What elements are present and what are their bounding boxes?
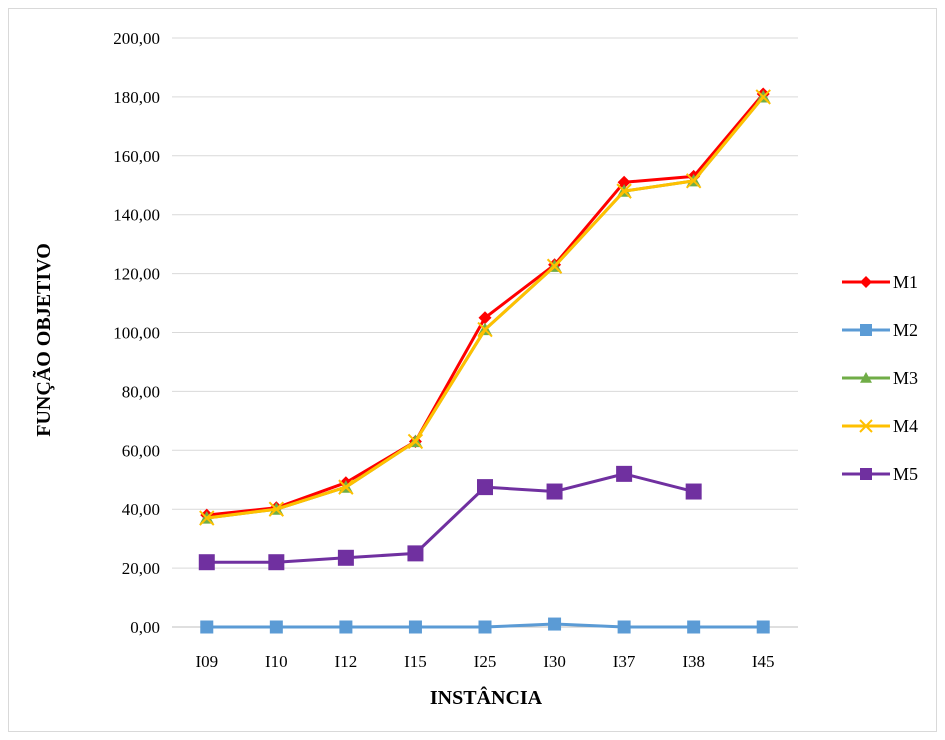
x-tick-labels: I09 I10 I12 I15 I25 I30 I37 I38 I45 bbox=[195, 652, 774, 671]
y-tick-label: 80,00 bbox=[122, 382, 160, 401]
legend-label: M2 bbox=[893, 320, 918, 340]
data-point-m4 bbox=[477, 321, 493, 338]
legend-marker bbox=[859, 419, 873, 433]
x-tick-label: I10 bbox=[265, 652, 288, 671]
y-tick-label: 0,00 bbox=[130, 618, 160, 637]
legend-label: M5 bbox=[893, 464, 918, 484]
data-point-m5 bbox=[198, 554, 215, 571]
legend-marker bbox=[860, 324, 872, 336]
data-point-m4 bbox=[268, 501, 285, 517]
data-point-m2 bbox=[478, 620, 492, 634]
chart-frame bbox=[8, 8, 937, 732]
data-point-m5 bbox=[477, 479, 493, 496]
series-layer bbox=[198, 87, 771, 634]
y-tick-label: 40,00 bbox=[122, 500, 160, 519]
data-point-m4 bbox=[546, 258, 563, 274]
legend-item-m5: M5 bbox=[842, 464, 918, 484]
y-tick-label: 100,00 bbox=[113, 324, 160, 343]
data-point-m4 bbox=[338, 479, 354, 495]
x-tick-label: I30 bbox=[543, 652, 566, 671]
series-line-m4 bbox=[206, 95, 765, 520]
data-point-m4 bbox=[755, 89, 771, 105]
x-axis-title: INSTÂNCIA bbox=[430, 685, 543, 709]
data-point-m2 bbox=[548, 617, 562, 631]
data-point-m5 bbox=[616, 465, 633, 482]
data-point-m2 bbox=[200, 620, 214, 634]
data-point-m5 bbox=[685, 483, 702, 500]
series-line-m3 bbox=[206, 95, 765, 520]
legend: M1 M2 M3 M4 M5 bbox=[842, 272, 918, 484]
x-tick-label: I38 bbox=[682, 652, 705, 671]
legend-marker bbox=[860, 468, 872, 480]
y-tick-label: 120,00 bbox=[113, 265, 160, 284]
data-point-m2 bbox=[756, 620, 770, 634]
data-point-m4 bbox=[199, 510, 215, 526]
legend-item-m4: M4 bbox=[842, 416, 918, 436]
x-tick-label: I09 bbox=[195, 652, 218, 671]
series-line-m1 bbox=[206, 92, 765, 517]
data-point-m5 bbox=[337, 549, 354, 566]
x-tick-label: I37 bbox=[613, 652, 636, 671]
data-point-m4 bbox=[685, 173, 702, 189]
data-point-m2 bbox=[408, 620, 422, 634]
series-m3 bbox=[199, 89, 771, 524]
legend-marker bbox=[860, 372, 872, 383]
y-tick-label: 180,00 bbox=[113, 88, 160, 107]
y-tick-label: 60,00 bbox=[122, 441, 160, 460]
data-point-m5 bbox=[268, 554, 285, 571]
data-point-m1 bbox=[617, 175, 631, 189]
x-tick-label: I45 bbox=[752, 652, 775, 671]
series-m4 bbox=[199, 89, 771, 526]
series-line-m5 bbox=[206, 472, 695, 564]
series-m5 bbox=[198, 465, 702, 571]
y-tick-label: 140,00 bbox=[113, 206, 160, 225]
data-point-m4 bbox=[616, 183, 632, 199]
y-tick-labels: 0,00 20,00 40,00 60,00 80,00 100,00 120,00 140,… bbox=[113, 29, 160, 637]
data-point-m2 bbox=[269, 620, 283, 634]
legend-item-m1: M1 bbox=[842, 272, 918, 292]
x-tick-label: I12 bbox=[335, 652, 358, 671]
y-tick-label: 200,00 bbox=[113, 29, 160, 48]
series-m2 bbox=[200, 617, 770, 634]
data-point-m1 bbox=[478, 311, 492, 325]
legend-marker bbox=[860, 276, 872, 288]
legend-item-m2: M2 bbox=[842, 320, 918, 340]
data-point-m2 bbox=[617, 620, 631, 634]
legend-label: M4 bbox=[893, 416, 918, 436]
data-point-m2 bbox=[687, 620, 701, 634]
data-point-m2 bbox=[339, 620, 353, 634]
x-tick-label: I15 bbox=[404, 652, 427, 671]
data-point-m4 bbox=[407, 433, 424, 450]
legend-item-m3: M3 bbox=[842, 368, 918, 388]
legend-label: M3 bbox=[893, 368, 918, 388]
x-tick-label: I25 bbox=[474, 652, 497, 671]
y-tick-label: 160,00 bbox=[113, 147, 160, 166]
data-point-m5 bbox=[546, 483, 563, 500]
y-tick-label: 20,00 bbox=[122, 559, 160, 578]
series-m1 bbox=[200, 87, 770, 522]
legend-label: M1 bbox=[893, 272, 918, 292]
y-axis-title: FUNÇÃO OBJETIVO bbox=[32, 243, 55, 437]
data-point-m5 bbox=[407, 545, 424, 562]
